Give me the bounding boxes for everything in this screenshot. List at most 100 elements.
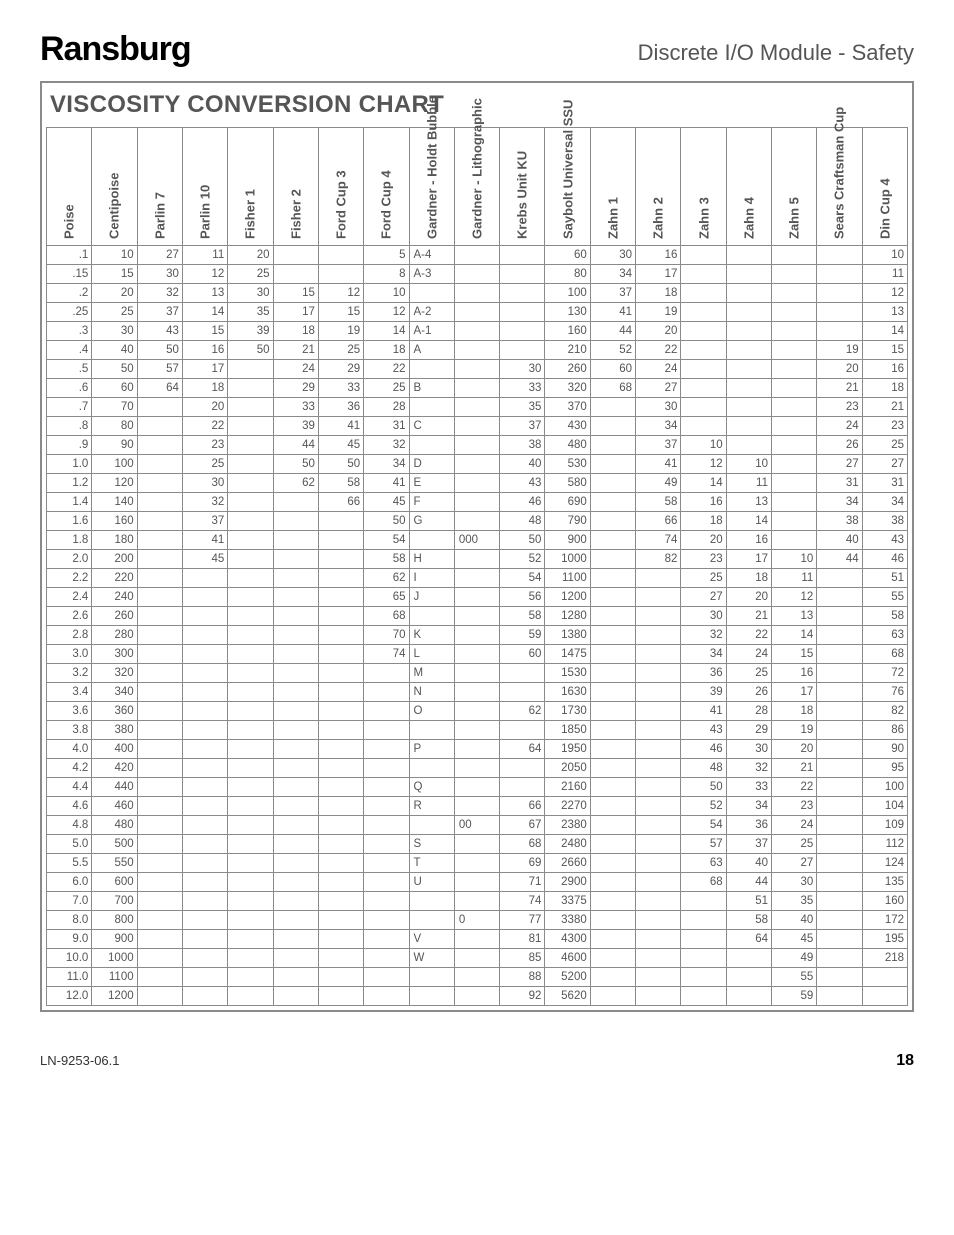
table-cell: 2.6 [47, 607, 92, 626]
table-cell [772, 284, 817, 303]
table-cell: 90 [862, 740, 907, 759]
table-cell: 2.2 [47, 569, 92, 588]
table-cell: 58 [726, 911, 771, 930]
table-row: 1.81804154000509007420164043 [47, 531, 908, 550]
table-cell: 14 [772, 626, 817, 645]
table-cell [454, 740, 499, 759]
table-cell: 21 [772, 759, 817, 778]
table-cell [364, 835, 409, 854]
table-cell [636, 740, 681, 759]
table-cell [137, 778, 182, 797]
table-cell: 16 [182, 341, 227, 360]
column-header-label: Fisher 2 [288, 189, 303, 239]
table-cell: 50 [273, 455, 318, 474]
column-header: Gardner - Lithographic [454, 128, 499, 246]
table-cell [636, 892, 681, 911]
table-cell: 30 [182, 474, 227, 493]
table-cell: 40 [92, 341, 137, 360]
table-cell: 1380 [545, 626, 590, 645]
table-cell: 790 [545, 512, 590, 531]
column-header: Din Cup 4 [862, 128, 907, 246]
table-cell [273, 949, 318, 968]
table-cell: 430 [545, 417, 590, 436]
table-cell [454, 778, 499, 797]
table-cell: 1630 [545, 683, 590, 702]
table-cell [228, 379, 273, 398]
table-cell: 25 [318, 341, 363, 360]
table-cell: .3 [47, 322, 92, 341]
column-header-label: Zahn 1 [605, 197, 620, 239]
table-cell: 12 [772, 588, 817, 607]
table-cell [636, 835, 681, 854]
table-cell: 360 [92, 702, 137, 721]
table-cell [318, 683, 363, 702]
table-cell: 14 [364, 322, 409, 341]
table-cell: 40 [500, 455, 545, 474]
table-cell: 54 [500, 569, 545, 588]
table-cell [273, 987, 318, 1006]
table-cell: 420 [92, 759, 137, 778]
table-cell: 48 [500, 512, 545, 531]
table-cell [409, 816, 454, 835]
table-cell: 600 [92, 873, 137, 892]
table-cell [636, 683, 681, 702]
table-cell: 340 [92, 683, 137, 702]
table-cell [817, 607, 862, 626]
table-cell: 31 [364, 417, 409, 436]
table-cell: P [409, 740, 454, 759]
table-cell [772, 303, 817, 322]
column-header-label: Zahn 4 [741, 197, 756, 239]
table-cell: 10 [681, 436, 726, 455]
table-cell: 57 [681, 835, 726, 854]
table-cell: 14 [681, 474, 726, 493]
table-cell [454, 360, 499, 379]
table-cell: 50 [364, 512, 409, 531]
table-cell [228, 626, 273, 645]
table-cell: 45 [318, 436, 363, 455]
table-cell [273, 664, 318, 683]
table-cell [364, 968, 409, 987]
table-cell [817, 721, 862, 740]
table-cell [681, 987, 726, 1006]
table-cell [772, 493, 817, 512]
table-cell [273, 550, 318, 569]
table-row: .55057172429223026060242016 [47, 360, 908, 379]
table-cell [273, 854, 318, 873]
table-cell: 100 [92, 455, 137, 474]
table-cell [409, 436, 454, 455]
table-cell [454, 683, 499, 702]
table-cell: 32 [726, 759, 771, 778]
column-header-label: Ford Cup 4 [379, 170, 394, 239]
table-cell [137, 683, 182, 702]
table-cell: 3375 [545, 892, 590, 911]
column-header-label: Zahn 5 [787, 197, 802, 239]
table-cell [817, 892, 862, 911]
table-row: 3.2320M153036251672 [47, 664, 908, 683]
table-cell [772, 417, 817, 436]
table-cell [228, 797, 273, 816]
table-cell: 43 [681, 721, 726, 740]
table-cell: .25 [47, 303, 92, 322]
table-cell: 3.8 [47, 721, 92, 740]
brand-logo: Ransburg [40, 30, 191, 69]
table-cell: 25 [862, 436, 907, 455]
table-cell [590, 493, 635, 512]
column-header-label: Fisher 1 [243, 189, 258, 239]
table-cell [772, 474, 817, 493]
table-cell: 33 [500, 379, 545, 398]
table-cell: 37 [182, 512, 227, 531]
table-cell: 66 [500, 797, 545, 816]
table-cell: 60 [92, 379, 137, 398]
table-cell: S [409, 835, 454, 854]
table-cell [817, 664, 862, 683]
table-cell: 81 [500, 930, 545, 949]
column-header: Saybolt Universal SSU [545, 128, 590, 246]
table-cell [590, 873, 635, 892]
table-cell: 13 [182, 284, 227, 303]
table-cell [636, 626, 681, 645]
table-cell: 19 [817, 341, 862, 360]
table-cell: 104 [862, 797, 907, 816]
column-header: Parlin 10 [182, 128, 227, 246]
table-cell: 32 [137, 284, 182, 303]
table-cell: 21 [273, 341, 318, 360]
